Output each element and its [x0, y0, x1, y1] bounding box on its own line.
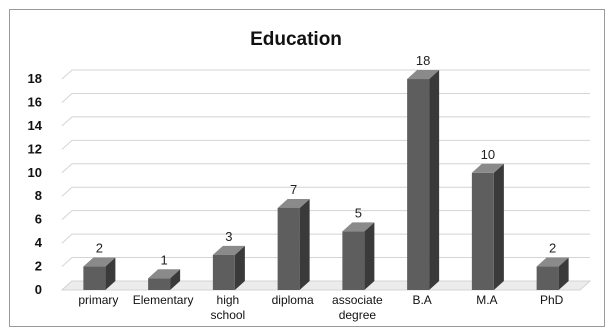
gridline-10 — [61, 163, 590, 174]
bar-top — [536, 257, 569, 267]
bar-Elementary: 1 — [148, 252, 181, 290]
data-label: 10 — [481, 147, 495, 162]
y-tick-label: 8 — [35, 188, 42, 203]
bar-PhD: 2 — [536, 241, 569, 290]
data-label: 2 — [96, 241, 103, 256]
bar-top — [148, 269, 181, 279]
floor-plane — [60, 280, 592, 291]
x-axis: primary Elementary high school diploma associ… — [78, 293, 563, 322]
y-tick-label: 0 — [35, 282, 42, 297]
gridline-14 — [61, 116, 590, 127]
y-tick-label: 6 — [35, 212, 42, 227]
x-tick-label: diploma — [272, 293, 314, 307]
chart-title: Education — [250, 29, 342, 50]
bar-top — [342, 222, 375, 232]
data-label: 2 — [549, 241, 556, 256]
data-label: 5 — [355, 205, 362, 220]
data-label: 1 — [161, 252, 168, 267]
bar-front — [148, 278, 171, 290]
x-tick-label: associate degree — [332, 293, 383, 322]
y-tick-label: 14 — [28, 118, 43, 133]
x-tick-label: high school — [211, 293, 246, 322]
x-tick-label: Elementary — [133, 293, 194, 307]
bar-top — [212, 245, 245, 255]
x-tick-label: B.A — [412, 293, 431, 307]
gridline-12 — [61, 139, 590, 150]
bar-side — [364, 222, 375, 290]
gridline-4 — [61, 233, 590, 244]
bar-high-school: 3 — [212, 229, 245, 290]
gridline-8 — [61, 186, 590, 197]
y-axis: 0 2 4 6 8 10 12 14 16 18 — [28, 71, 43, 297]
bar-side — [234, 245, 245, 290]
bar-primary: 2 — [83, 241, 116, 290]
x-tick-label: primary — [78, 293, 118, 307]
bar-front — [407, 79, 430, 290]
bar-top — [407, 70, 440, 80]
bar-diploma: 7 — [277, 182, 310, 290]
bar-side — [429, 70, 440, 290]
bar-top — [277, 198, 310, 208]
bar-associate-degree: 5 — [342, 205, 375, 290]
bar-side — [558, 257, 569, 290]
bar-side — [493, 163, 504, 290]
bar-side — [299, 198, 310, 290]
bar-front — [342, 231, 365, 290]
gridlines — [60, 69, 592, 291]
data-label: 7 — [290, 182, 297, 197]
y-tick-label: 10 — [28, 165, 42, 180]
bar-front — [536, 266, 559, 290]
x-tick-label: PhD — [540, 293, 564, 307]
gridline-2 — [61, 257, 590, 267]
data-label: 18 — [416, 53, 430, 68]
bar-top — [83, 257, 116, 267]
y-tick-label: 16 — [28, 94, 42, 109]
bar-front — [277, 207, 300, 290]
gridline-18 — [61, 69, 590, 80]
bar-side — [170, 269, 181, 290]
y-tick-label: 12 — [28, 141, 42, 156]
bar-top — [471, 163, 504, 173]
bar-front — [212, 254, 235, 290]
bars: 2 1 3 7 5 18 10 2 — [83, 53, 569, 290]
x-tick-label: M.A — [476, 293, 497, 307]
bar-front — [83, 266, 106, 290]
bar-M.A: 10 — [471, 147, 504, 290]
bar-B.A: 18 — [407, 53, 440, 290]
data-label: 3 — [225, 229, 232, 244]
y-tick-label: 18 — [28, 71, 42, 86]
gridline-6 — [61, 210, 590, 221]
bar-side — [105, 257, 116, 290]
y-tick-label: 4 — [35, 235, 43, 250]
bar-front — [471, 172, 494, 290]
gridline-16 — [61, 92, 590, 103]
y-tick-label: 2 — [35, 259, 42, 274]
